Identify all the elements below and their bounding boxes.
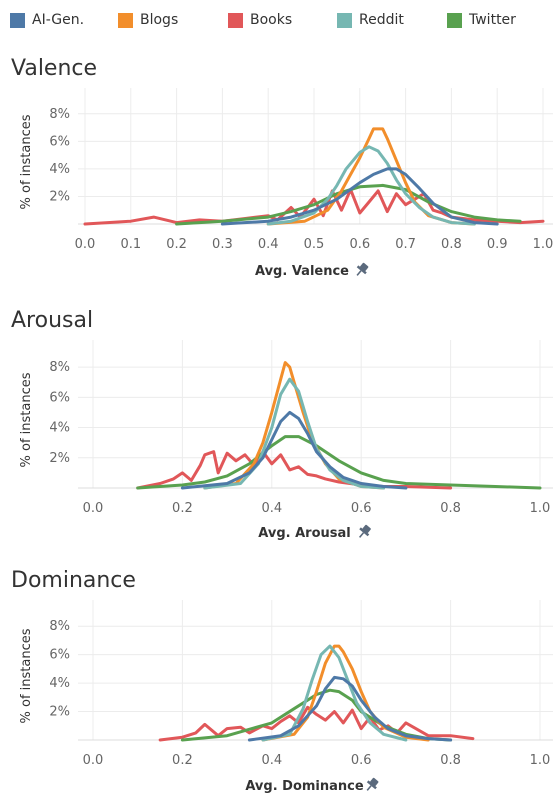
x-tick-label: 0.2: [166, 237, 187, 252]
series-line-twitter[interactable]: [136, 435, 542, 490]
x-tick-label: 0.6: [349, 237, 370, 252]
x-axis-title: Avg. Dominance: [245, 779, 364, 794]
x-tick-label: 0.1: [120, 237, 141, 252]
x-tick-label: 0.5: [304, 237, 325, 252]
x-tick-label: 0.6: [351, 501, 372, 516]
series-line-aigen[interactable]: [180, 410, 408, 490]
y-axis-title: % of instances: [19, 372, 34, 467]
series-line-books[interactable]: [83, 188, 545, 226]
arousal-title: Arousal: [11, 308, 94, 333]
y-tick-label: 8%: [49, 107, 70, 122]
y-tick-label: 4%: [49, 421, 70, 436]
y-tick-label: 4%: [49, 676, 70, 691]
y-tick-label: 8%: [49, 619, 70, 634]
y-tick-label: 4%: [49, 162, 70, 177]
y-tick-label: 2%: [49, 451, 70, 466]
legend: AI-Gen. Blogs Books Reddit Twitter: [0, 0, 553, 40]
legend-item-twitter[interactable]: Twitter: [447, 10, 516, 30]
pin-icon[interactable]: [363, 776, 380, 794]
legend-swatch: [118, 12, 133, 28]
x-tick-label: 0.0: [83, 501, 104, 516]
y-tick-label: 8%: [49, 360, 70, 375]
series-line-aigen[interactable]: [220, 167, 499, 226]
x-tick-label: 1.0: [530, 753, 551, 768]
x-tick-label: 0.3: [212, 237, 233, 252]
x-tick-label: 0.6: [351, 753, 372, 768]
y-tick-label: 2%: [49, 705, 70, 720]
dominance-title: Dominance: [11, 568, 136, 593]
y-tick-label: 6%: [49, 390, 70, 405]
x-axis-title: Avg. Arousal: [258, 526, 350, 541]
y-tick-label: 2%: [49, 189, 70, 204]
legend-label: Blogs: [140, 12, 179, 28]
x-tick-label: 0.4: [261, 753, 282, 768]
legend-item-blogs[interactable]: Blogs: [118, 10, 178, 30]
series-line-books[interactable]: [136, 450, 453, 490]
y-axis-title: % of instances: [19, 628, 34, 723]
legend-swatch: [10, 12, 25, 28]
x-tick-label: 0.8: [440, 753, 461, 768]
x-tick-label: 0.0: [83, 753, 104, 768]
legend-swatch: [447, 12, 462, 28]
series-line-reddit[interactable]: [261, 644, 408, 742]
x-axis-title: Avg. Valence: [255, 264, 349, 279]
series-line-twitter[interactable]: [175, 183, 522, 226]
x-tick-label: 0.2: [172, 753, 193, 768]
dominance-chart: 2% 4% 6% 8% 0.0 0.2 0.4 0.6 0.8 1.0 Avg. Dominance…: [19, 600, 553, 794]
x-tick-label: 1.0: [533, 237, 553, 252]
legend-swatch: [228, 12, 243, 28]
x-tick-label: 0.9: [487, 237, 508, 252]
x-tick-label: 0.2: [172, 501, 193, 516]
legend-item-aigen[interactable]: AI-Gen.: [10, 10, 84, 30]
legend-item-reddit[interactable]: Reddit: [337, 10, 404, 30]
pin-icon[interactable]: [355, 523, 372, 541]
x-tick-label: 0.4: [261, 501, 282, 516]
arousal-chart: 2% 4% 6% 8% 0.0 0.2 0.4 0.6 0.8 1.0 Avg. Arousal % …: [19, 340, 553, 541]
y-tick-label: 6%: [49, 648, 70, 663]
legend-label: Books: [250, 12, 293, 28]
series-line-books[interactable]: [158, 705, 475, 742]
series-line-aigen[interactable]: [247, 675, 453, 742]
x-tick-label: 0.7: [395, 237, 416, 252]
legend-label: Reddit: [359, 12, 404, 28]
y-tick-label: 6%: [49, 134, 70, 149]
legend-label: Twitter: [469, 12, 516, 28]
x-tick-label: 0.0: [75, 237, 96, 252]
legend-label: AI-Gen.: [32, 12, 85, 28]
valence-title: Valence: [11, 56, 98, 81]
legend-swatch: [337, 12, 352, 28]
valence-chart: 2% 4% 6% 8% 0.0 0.1 0.2 0.3 0.4 0.5 0.6 0.7 0.8 0.9 1.…: [19, 88, 553, 279]
x-tick-label: 0.8: [440, 501, 461, 516]
legend-item-books[interactable]: Books: [228, 10, 292, 30]
x-tick-label: 1.0: [530, 501, 551, 516]
x-tick-label: 0.8: [441, 237, 462, 252]
x-tick-label: 0.4: [258, 237, 279, 252]
pin-icon[interactable]: [353, 261, 370, 279]
y-axis-title: % of instances: [19, 114, 34, 209]
